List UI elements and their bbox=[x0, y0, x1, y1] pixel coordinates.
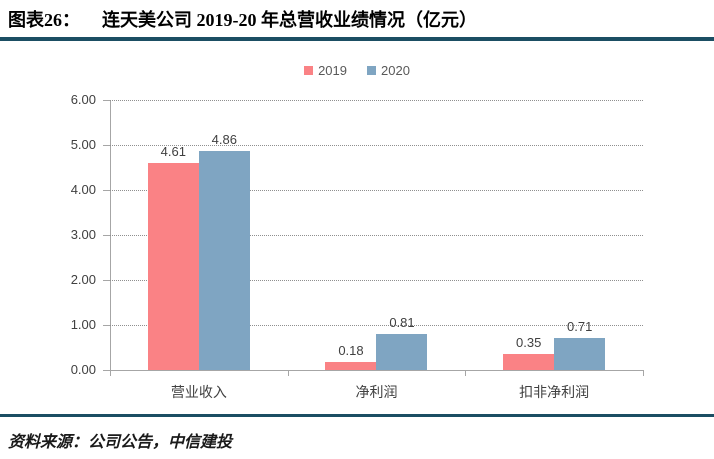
bar-2020-净利润: 0.81 bbox=[376, 315, 428, 370]
y-axis-tick-label: 4.00 bbox=[70, 182, 96, 197]
y-axis-tick-label: 1.00 bbox=[70, 317, 96, 332]
y-axis-tick-label: 0.00 bbox=[70, 362, 96, 377]
bar-value-label: 0.18 bbox=[338, 342, 364, 358]
y-axis-tick bbox=[103, 280, 110, 281]
top-divider-rule bbox=[0, 37, 714, 41]
x-axis-category-label: 营业收入 bbox=[170, 384, 227, 400]
y-axis-tick-label: 5.00 bbox=[70, 137, 96, 152]
bar-group-2: 0.18 0.81 bbox=[288, 100, 466, 370]
y-axis-tick bbox=[103, 325, 110, 326]
x-axis-tick bbox=[287, 371, 289, 376]
x-axis-tick bbox=[110, 371, 111, 376]
legend-swatch-icon bbox=[367, 66, 376, 75]
legend-item-2020: 2020 bbox=[367, 63, 410, 78]
legend-label: 2020 bbox=[381, 63, 410, 78]
x-axis-category-label: 净利润 bbox=[355, 384, 398, 400]
x-axis-category-label: 扣非净利润 bbox=[519, 384, 590, 400]
y-axis-tick-label: 6.00 bbox=[70, 92, 96, 107]
gridline bbox=[110, 325, 643, 326]
y-axis-tick-label: 3.00 bbox=[70, 227, 96, 242]
gridline bbox=[110, 190, 643, 191]
figure-number-label: 图表26： bbox=[8, 10, 80, 30]
bar-2020-营业收入: 4.86 bbox=[198, 132, 250, 370]
y-axis-tick-label: 2.00 bbox=[70, 272, 96, 287]
bar-value-label: 0.81 bbox=[389, 314, 415, 330]
gridline bbox=[110, 145, 643, 146]
legend-item-2019: 2019 bbox=[304, 63, 347, 78]
bar-2019-净利润: 0.18 bbox=[325, 343, 377, 370]
bottom-divider-rule bbox=[0, 414, 714, 417]
y-axis-tick bbox=[103, 235, 110, 236]
x-axis-tick bbox=[643, 371, 644, 376]
bar-2020-扣非净利润: 0.71 bbox=[554, 319, 606, 370]
gridline bbox=[110, 235, 643, 236]
bar-group-1: 4.61 4.86 bbox=[110, 100, 288, 370]
y-axis-tick bbox=[103, 370, 110, 371]
legend-label: 2019 bbox=[318, 63, 347, 78]
y-axis-tick bbox=[103, 100, 110, 101]
bar-group-3: 0.35 0.71 bbox=[465, 100, 643, 370]
bar-value-label: 0.71 bbox=[567, 319, 593, 335]
figure-title-row: 图表26： 连天美公司 2019-20 年总营收业绩情况（亿元） bbox=[8, 6, 477, 32]
y-axis-tick bbox=[103, 190, 110, 191]
figure-title: 连天美公司 2019-20 年总营收业绩情况（亿元） bbox=[102, 10, 477, 30]
gridline bbox=[110, 100, 643, 101]
gridline bbox=[110, 280, 643, 281]
x-axis-tick bbox=[465, 371, 467, 376]
chart-legend: 2019 2020 bbox=[0, 63, 714, 78]
source-note: 资料来源：公司公告，中信建投 bbox=[8, 434, 233, 451]
legend-swatch-icon bbox=[304, 66, 314, 75]
bar-chart: 0.00 1.00 2.00 3.00 4.00 5.00 6.00 4.61 4.86 营业收入… bbox=[71, 92, 644, 400]
bar-value-label: 4.61 bbox=[160, 143, 186, 159]
bar-value-label: 4.86 bbox=[211, 132, 237, 148]
bar-2019-扣非净利润: 0.35 bbox=[503, 335, 555, 370]
y-axis-tick bbox=[103, 145, 110, 146]
bar-value-label: 0.35 bbox=[516, 335, 542, 351]
bar-2019-营业收入: 4.61 bbox=[147, 144, 199, 370]
